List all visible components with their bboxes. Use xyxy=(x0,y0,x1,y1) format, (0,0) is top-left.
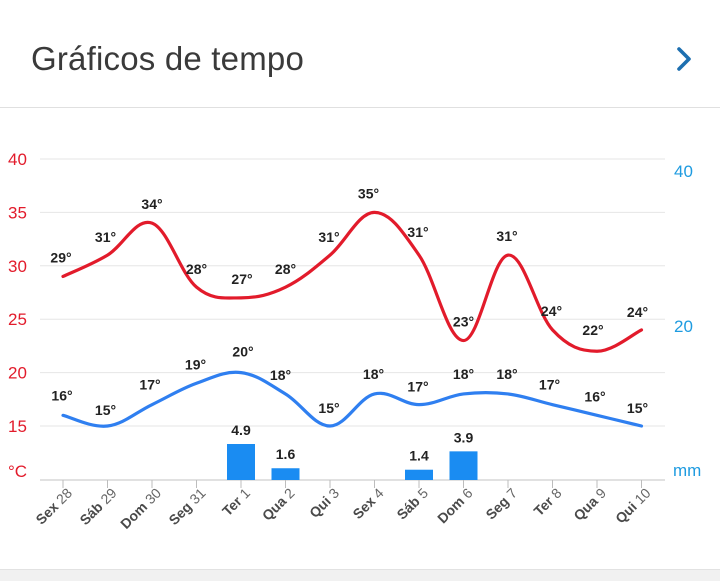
rain-bar-label: 3.9 xyxy=(454,429,474,445)
x-tick-text: Qua 2 xyxy=(259,485,298,524)
max-temp-label: 31° xyxy=(496,228,517,244)
x-tick-text: Sáb 5 xyxy=(393,485,431,523)
y-right-unit-label: mm xyxy=(673,461,701,480)
x-tick-label: Dom 6 xyxy=(434,485,476,527)
x-tick-label: Sáb 5 xyxy=(393,485,431,523)
min-temp-label: 15° xyxy=(318,400,339,416)
max-temp-label: 27° xyxy=(231,271,252,287)
card-header[interactable]: Gráficos de tempo xyxy=(0,0,720,108)
x-tick-text: Dom 30 xyxy=(117,485,164,532)
x-tick-label: Qua 9 xyxy=(570,485,609,524)
max-temp-label: 22° xyxy=(582,322,603,338)
min-temp-line xyxy=(61,370,644,428)
min-temp-label: 18° xyxy=(496,366,517,382)
max-temp-label: 34° xyxy=(141,196,162,212)
x-tick-label: Sex 28 xyxy=(32,485,75,528)
rain-bar xyxy=(449,451,478,480)
x-tick-text: Dom 6 xyxy=(434,485,476,527)
x-tick-text: Qui 3 xyxy=(306,485,342,521)
y-left-tick-label: 35 xyxy=(8,203,27,222)
x-tick-text: Ter 1 xyxy=(219,485,253,519)
min-temp-label: 17° xyxy=(407,379,428,395)
x-tick-text: Sex 28 xyxy=(32,485,75,528)
x-tick-text: Qua 9 xyxy=(570,485,609,524)
min-temp-label: 19° xyxy=(185,356,206,372)
x-tick-text: Sex 4 xyxy=(349,485,386,522)
min-temp-label: 15° xyxy=(95,402,116,418)
chevron-right-icon[interactable] xyxy=(670,42,698,76)
max-temp-label: 24° xyxy=(541,303,562,319)
x-tick-text: Sáb 29 xyxy=(76,485,119,528)
y-left-tick-label: 40 xyxy=(8,150,27,169)
x-tick-text: Ter 8 xyxy=(530,485,564,519)
x-tick-text: Seg 7 xyxy=(482,485,520,523)
min-temp-label: 17° xyxy=(139,377,160,393)
rain-bar xyxy=(405,469,433,480)
max-temp-label: 28° xyxy=(186,261,207,277)
x-tick-label: Seg 7 xyxy=(482,485,520,523)
x-tick-label: Ter 8 xyxy=(530,485,564,519)
rain-bar xyxy=(271,468,300,480)
rain-bar xyxy=(227,444,255,480)
min-temp-label: 16° xyxy=(51,387,72,403)
x-tick-label: Seg 31 xyxy=(165,485,208,528)
max-temp-line xyxy=(61,210,644,353)
y-left-tick-label: 15 xyxy=(8,417,27,436)
y-left-unit-label: °C xyxy=(8,462,27,481)
rain-bar-label: 1.6 xyxy=(276,446,296,462)
x-tick-text: Qui 10 xyxy=(612,485,654,527)
min-temp-label: 18° xyxy=(453,366,474,382)
max-temp-label: 24° xyxy=(627,304,648,320)
max-temp-label: 31° xyxy=(407,224,428,240)
x-tick-label: Ter 1 xyxy=(219,485,253,519)
x-tick-label: Qua 2 xyxy=(259,485,298,524)
x-tick-label: Sáb 29 xyxy=(76,485,119,528)
x-tick-label: Qui 3 xyxy=(306,485,342,521)
min-temp-label: 16° xyxy=(584,388,605,404)
min-temp-label: 20° xyxy=(232,344,253,360)
y-left-tick-label: 30 xyxy=(8,257,27,276)
x-tick-label: Qui 10 xyxy=(612,485,654,527)
max-temp-label: 23° xyxy=(453,314,474,330)
max-temp-label: 31° xyxy=(318,229,339,245)
min-temp-label: 18° xyxy=(363,366,384,382)
max-temp-label: 28° xyxy=(275,261,296,277)
x-tick-label: Sex 4 xyxy=(349,485,386,522)
x-tick-label: Dom 30 xyxy=(117,485,164,532)
max-temp-label: 31° xyxy=(95,229,116,245)
y-right-tick-label: 20 xyxy=(674,317,693,336)
x-tick-text: Seg 31 xyxy=(165,485,208,528)
page-title: Gráficos de tempo xyxy=(31,40,305,77)
y-left-tick-label: 20 xyxy=(8,364,27,383)
min-temp-label: 18° xyxy=(270,367,291,383)
min-temp-label: 15° xyxy=(627,400,648,416)
y-right-tick-label: 40 xyxy=(674,162,693,181)
y-left-tick-label: 25 xyxy=(8,310,27,329)
rain-bar-label: 4.9 xyxy=(231,422,251,438)
min-temp-label: 17° xyxy=(539,377,560,393)
max-temp-label: 29° xyxy=(50,249,71,265)
rain-bar-label: 1.4 xyxy=(409,448,429,464)
max-temp-label: 35° xyxy=(358,185,379,201)
